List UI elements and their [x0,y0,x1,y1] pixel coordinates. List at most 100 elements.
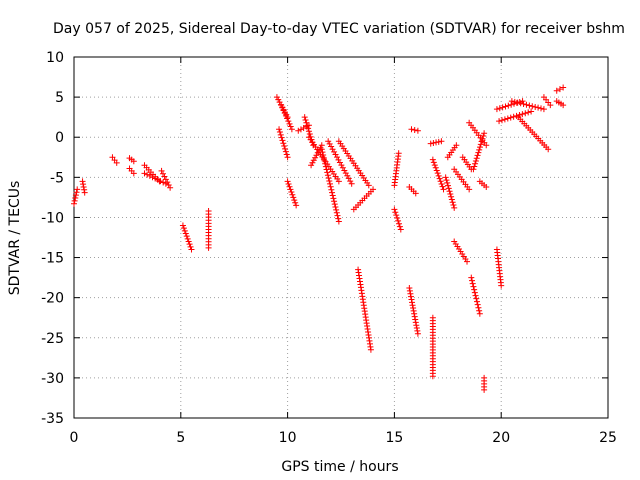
data-point [305,125,312,132]
data-point [411,313,418,320]
data-point [474,301,481,308]
x-tick-label: 15 [385,430,403,446]
data-point [186,241,193,248]
data-point [72,192,79,199]
data-point [470,166,477,173]
data-point [504,115,511,122]
data-point [335,178,342,185]
data-point [498,282,505,289]
data-point [325,138,332,145]
data-point [431,162,438,169]
x-tick-label: 5 [176,430,185,446]
data-point [158,167,165,174]
data-point [520,101,527,108]
y-tick-label: -35 [41,411,64,427]
data-point [496,105,503,112]
data-point [507,114,514,121]
data-point [560,84,567,91]
data-point [282,148,289,155]
data-point [160,170,166,177]
data-point [326,140,333,147]
data-point [508,98,515,105]
data-point [493,106,500,113]
data-point [477,144,484,151]
data-point [560,102,567,109]
data-point [473,298,480,305]
data-point [435,138,442,145]
data-point [80,181,87,188]
data-point [469,277,476,284]
data-point [284,178,291,185]
data-point [331,198,338,205]
data-point [406,285,413,292]
data-point [325,175,332,182]
data-point [347,178,354,185]
data-point [329,146,336,153]
data-point [130,170,137,177]
data-point [329,189,336,196]
data-point [477,141,484,148]
data-point [330,195,337,202]
data-point [279,104,286,111]
x-axis-label: GPS time / hours [281,459,398,475]
data-point [154,176,161,183]
data-point [339,164,346,171]
data-point [410,307,417,314]
x-tick-label: 10 [279,430,297,446]
data-point [514,99,521,106]
data-point [333,206,340,213]
data-point [413,322,420,329]
data-point [472,157,479,164]
data-point [438,138,445,145]
y-tick-label: -25 [41,331,64,347]
data-point [289,191,296,198]
data-point [414,127,421,134]
data-point [444,179,451,186]
data-point [293,202,300,209]
data-point [434,170,441,177]
data-point [312,154,319,161]
data-point [535,104,542,111]
data-points [71,84,567,393]
data-point [280,107,287,114]
data-point [182,230,189,237]
data-point [335,156,342,163]
x-tick-label: 20 [492,430,510,446]
data-point [334,212,341,219]
data-point [412,319,419,326]
data-point [162,176,169,183]
data-point [277,131,284,138]
data-point [335,215,342,222]
data-point [447,190,454,197]
data-point [525,109,532,116]
data-point [365,182,372,189]
data-point [445,185,452,192]
data-point [187,243,194,250]
data-point [409,299,416,306]
data-point [408,126,415,133]
data-point [161,173,168,180]
data-point [185,238,192,245]
data-point [469,280,476,287]
data-point [496,118,503,125]
data-point [414,327,421,334]
data-point [471,289,478,296]
data-point [342,170,349,177]
data-point [413,325,420,332]
data-point [278,134,285,141]
data-point [331,148,338,155]
data-point [517,100,524,107]
axis-ticks: 0 5 10 15 20 25 10 5 0 -5 -10 -15 -20 -25 -30 -35 [41,50,617,446]
data-point [395,150,402,157]
data-point [499,104,506,111]
data-point [183,233,190,240]
data-point [440,186,447,193]
data-point [279,137,286,144]
data-point [326,178,333,185]
data-point [286,120,293,127]
data-point [113,159,120,166]
data-point [328,186,335,193]
data-point [468,274,475,281]
data-point [502,103,509,110]
data-point [291,197,298,204]
